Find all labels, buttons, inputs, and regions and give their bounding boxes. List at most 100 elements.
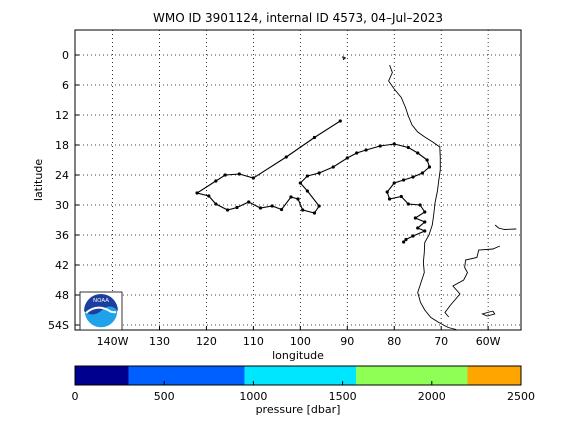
trajectory-point	[258, 206, 263, 210]
trajectory-point	[406, 145, 410, 150]
trajectory-point	[289, 195, 293, 199]
trajectory-point	[312, 135, 317, 140]
trajectory-point	[296, 197, 300, 201]
trajectory-point	[402, 240, 406, 244]
colorbar-frame	[74, 365, 522, 386]
trajectory-point	[305, 189, 309, 193]
colorbar-bin	[75, 366, 129, 385]
y-tick-label: 12	[55, 109, 69, 122]
trajectory-point	[305, 174, 309, 178]
colorbar-tick-label: 0	[72, 390, 79, 403]
trajectory-point	[418, 203, 422, 207]
trajectory-point	[301, 208, 305, 212]
trajectory-point	[423, 220, 427, 224]
trajectory-point	[411, 175, 415, 179]
trajectory-point	[404, 237, 408, 242]
colorbar-tick-label: 500	[154, 390, 175, 403]
map-frame	[74, 29, 522, 331]
colorbar-ticks: 0 500 1000 1500 2000 2500	[72, 381, 535, 403]
colorbar-bin	[244, 366, 356, 385]
trajectory-point	[279, 207, 284, 212]
trajectory-point	[331, 165, 335, 169]
trajectory-point	[420, 171, 425, 175]
y-tick-label: 42	[55, 259, 69, 272]
y-tick-label: 48	[55, 289, 69, 302]
trajectory-point	[416, 151, 420, 155]
trajectory-point	[195, 191, 199, 195]
trajectory-point	[317, 204, 321, 208]
colorbar-label: pressure [dbar]	[256, 403, 341, 416]
x-axis-label: longitude	[272, 349, 324, 362]
trajectory-point	[387, 197, 392, 201]
trajectory-point	[317, 171, 321, 175]
trajectory-point	[251, 176, 255, 180]
trajectory-point	[399, 194, 403, 199]
trajectory-point	[423, 229, 427, 233]
trajectory-point	[207, 194, 211, 198]
x-tick-label: 80	[387, 335, 401, 348]
coastline	[342, 56, 517, 330]
y-tick-label: 36	[55, 229, 69, 242]
colorbar-bin	[467, 366, 521, 385]
trajectory-point	[378, 144, 382, 148]
y-tick-label: 24	[55, 169, 69, 182]
colorbar-bin	[355, 366, 468, 385]
x-tick-label: 130	[149, 335, 170, 348]
colorbar-bin	[128, 366, 245, 385]
trajectory-point	[402, 178, 406, 182]
trajectory-point	[270, 204, 274, 208]
trajectory-point	[423, 210, 427, 214]
x-tick-label: 110	[243, 335, 264, 348]
x-tick-label: 120	[196, 335, 217, 348]
coastline-south-america-west	[388, 64, 457, 330]
x-tick-label: 70	[434, 335, 448, 348]
y-tick-label: 6	[62, 79, 69, 92]
colorbar-tick-label: 2500	[507, 390, 535, 403]
noaa-logo-text: NOAA	[93, 298, 109, 304]
trajectory-point	[392, 142, 396, 146]
trajectory-point	[338, 119, 342, 123]
trajectory-point	[355, 151, 359, 155]
trajectory-point	[411, 234, 415, 238]
trajectory-point	[284, 155, 288, 159]
coastline-galapagos	[342, 56, 347, 61]
trajectory-point	[413, 216, 417, 220]
y-axis-label: latitude	[32, 159, 45, 201]
colorbar-tick-label: 1500	[329, 390, 357, 403]
y-tick-label: 0	[62, 49, 69, 62]
pressure-colorbar	[74, 365, 522, 386]
trajectory-point	[392, 181, 396, 185]
trajectory-point	[223, 173, 227, 177]
noaa-logo: NOAA	[79, 291, 123, 331]
trajectory-point	[235, 205, 239, 210]
trajectory-point	[225, 208, 230, 212]
x-tick-label: 140W	[97, 335, 129, 348]
y-tick-label: 18	[55, 139, 69, 152]
trajectory-point	[298, 181, 302, 185]
x-axis-ticks: 140W 130 120 110 100 90 80 70 60W	[97, 326, 501, 348]
x-tick-label: 100	[290, 335, 311, 348]
coastline-rio-de-la-plata	[494, 224, 517, 230]
trajectory-point	[345, 156, 349, 160]
trajectory-point	[237, 172, 241, 176]
y-axis-ticks: 0 6 12 18 24 30 36 42 48 54S	[48, 49, 79, 332]
trajectory-point	[214, 179, 218, 183]
x-tick-label: 60W	[476, 335, 501, 348]
trajectory-point	[416, 226, 420, 230]
trajectory-point	[385, 190, 389, 194]
trajectory-path	[195, 120, 431, 243]
y-tick-label: 54S	[48, 319, 69, 332]
trajectory-point	[427, 165, 432, 169]
trajectory-point	[247, 200, 251, 204]
x-tick-label: 90	[340, 335, 354, 348]
colorbar-tick-label: 1000	[239, 390, 267, 403]
trajectory-point	[406, 202, 410, 206]
coastline-south-america-east	[444, 245, 501, 318]
trajectory-point	[214, 202, 218, 206]
float-trajectory	[195, 119, 432, 244]
trajectory-point	[312, 211, 317, 215]
chart-title: WMO ID 3901124, internal ID 4573, 04–Jul…	[153, 11, 443, 25]
y-tick-label: 30	[55, 199, 69, 212]
colorbar-tick-label: 2000	[418, 390, 446, 403]
